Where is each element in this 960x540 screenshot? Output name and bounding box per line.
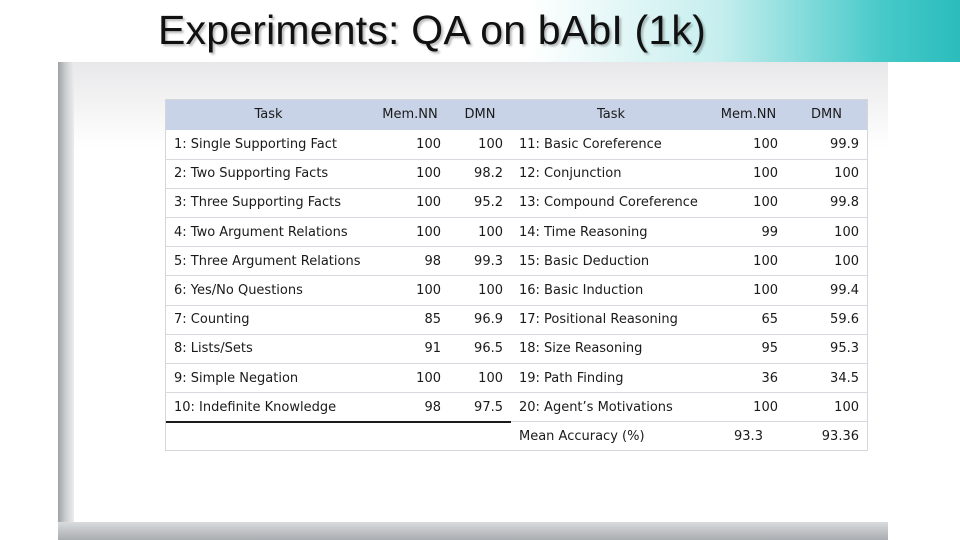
- table-header-row: Task Mem.NN DMN Task Mem.NN DMN: [166, 100, 867, 130]
- results-table-container: Task Mem.NN DMN Task Mem.NN DMN 1: Singl…: [165, 99, 868, 451]
- task-name: 14: Time Reasoning: [511, 217, 711, 248]
- task-name: 6: Yes/No Questions: [166, 275, 371, 306]
- header-task-right: Task: [596, 107, 626, 122]
- task-name: 19: Path Finding: [511, 363, 711, 394]
- dmn-score: 100: [786, 246, 867, 277]
- header-memnn-right: Mem.NN: [720, 107, 777, 122]
- memnn-score: 36: [711, 363, 786, 394]
- mean-accuracy-label: Mean Accuracy (%): [519, 429, 645, 445]
- dmn-score: 100: [786, 217, 867, 248]
- empty-cell: [371, 422, 449, 451]
- memnn-score: 85: [371, 305, 449, 335]
- table-row: 10: Indefinite Knowledge 98 97.5 20: Age…: [166, 392, 867, 423]
- dmn-score: 100: [449, 130, 511, 160]
- task-name: 5: Three Argument Relations: [166, 246, 371, 277]
- memnn-score: 100: [371, 159, 449, 189]
- header-dmn-left: DMN: [464, 107, 496, 122]
- task-name: 7: Counting: [166, 305, 371, 335]
- memnn-score: 98: [371, 392, 449, 423]
- frame-bottom-edge: [58, 522, 888, 540]
- dmn-score: 99.8: [786, 188, 867, 219]
- memnn-score: 100: [371, 217, 449, 248]
- task-name: 18: Size Reasoning: [511, 334, 711, 365]
- header-memnn-left: Mem.NN: [382, 107, 438, 122]
- table-row: 3: Three Supporting Facts 100 95.2 13: C…: [166, 188, 867, 219]
- empty-cell: [166, 422, 371, 451]
- task-name: 15: Basic Deduction: [511, 246, 711, 277]
- dmn-score: 95.2: [449, 188, 511, 219]
- dmn-score: 100: [449, 363, 511, 394]
- task-name: 12: Conjunction: [511, 159, 711, 189]
- dmn-score: 34.5: [786, 363, 867, 394]
- dmn-score: 99.3: [449, 246, 511, 277]
- title-band: [0, 0, 960, 62]
- table-row: 9: Simple Negation 100 100 19: Path Find…: [166, 363, 867, 394]
- task-name: 17: Positional Reasoning: [511, 305, 711, 335]
- mean-dmn-score: 93.36: [821, 429, 859, 445]
- dmn-score: 96.9: [449, 305, 511, 335]
- memnn-score: 100: [371, 130, 449, 160]
- memnn-score: 95: [711, 334, 786, 365]
- table-row: 5: Three Argument Relations 98 99.3 15: …: [166, 246, 867, 277]
- task-name: 2: Two Supporting Facts: [166, 159, 371, 189]
- task-name: 20: Agent’s Motivations: [511, 392, 711, 423]
- memnn-score: 100: [711, 392, 786, 423]
- dmn-score: 100: [786, 159, 867, 189]
- task-name: 13: Compound Coreference: [511, 188, 711, 219]
- mean-accuracy-row: Mean Accuracy (%) 93.3 93.36: [166, 422, 867, 451]
- memnn-score: 100: [711, 188, 786, 219]
- header-task-left: Task: [254, 107, 283, 122]
- dmn-score: 59.6: [786, 305, 867, 335]
- dmn-score: 99.9: [786, 130, 867, 160]
- memnn-score: 98: [371, 246, 449, 277]
- slide-title: Experiments: QA on bAbI (1k): [158, 7, 706, 53]
- dmn-score: 100: [449, 217, 511, 248]
- table-row: 6: Yes/No Questions 100 100 16: Basic In…: [166, 275, 867, 306]
- table-row: 4: Two Argument Relations 100 100 14: Ti…: [166, 217, 867, 248]
- memnn-score: 100: [371, 363, 449, 394]
- header-dmn-right: DMN: [811, 107, 842, 122]
- dmn-score: 100: [786, 392, 867, 423]
- task-name: 11: Basic Coreference: [511, 130, 711, 160]
- table-row: 8: Lists/Sets 91 96.5 18: Size Reasoning…: [166, 334, 867, 365]
- memnn-score: 91: [371, 334, 449, 365]
- dmn-score: 100: [449, 275, 511, 306]
- dmn-score: 97.5: [449, 392, 511, 423]
- dmn-score: 99.4: [786, 275, 867, 306]
- table-row: 2: Two Supporting Facts 100 98.2 12: Con…: [166, 159, 867, 189]
- task-name: 10: Indefinite Knowledge: [166, 392, 371, 423]
- memnn-score: 100: [711, 246, 786, 277]
- memnn-score: 100: [371, 188, 449, 219]
- results-table: Task Mem.NN DMN Task Mem.NN DMN 1: Singl…: [166, 100, 867, 451]
- task-name: 3: Three Supporting Facts: [166, 188, 371, 219]
- task-name: 4: Two Argument Relations: [166, 217, 371, 248]
- task-name: 8: Lists/Sets: [166, 334, 371, 365]
- task-name: 9: Simple Negation: [166, 363, 371, 394]
- dmn-score: 96.5: [449, 334, 511, 365]
- task-name: 1: Single Supporting Fact: [166, 130, 371, 160]
- table-row: 1: Single Supporting Fact 100 100 11: Ba…: [166, 130, 867, 160]
- memnn-score: 100: [371, 275, 449, 306]
- frame-left-edge: [58, 62, 74, 540]
- dmn-score: 98.2: [449, 159, 511, 189]
- memnn-score: 100: [711, 130, 786, 160]
- empty-cell: [449, 422, 511, 451]
- memnn-score: 65: [711, 305, 786, 335]
- mean-memnn-score: 93.3: [734, 429, 763, 445]
- dmn-score: 95.3: [786, 334, 867, 365]
- memnn-score: 99: [711, 217, 786, 248]
- memnn-score: 100: [711, 159, 786, 189]
- table-row: 7: Counting 85 96.9 17: Positional Reaso…: [166, 305, 867, 335]
- memnn-score: 100: [711, 275, 786, 306]
- task-name: 16: Basic Induction: [511, 275, 711, 306]
